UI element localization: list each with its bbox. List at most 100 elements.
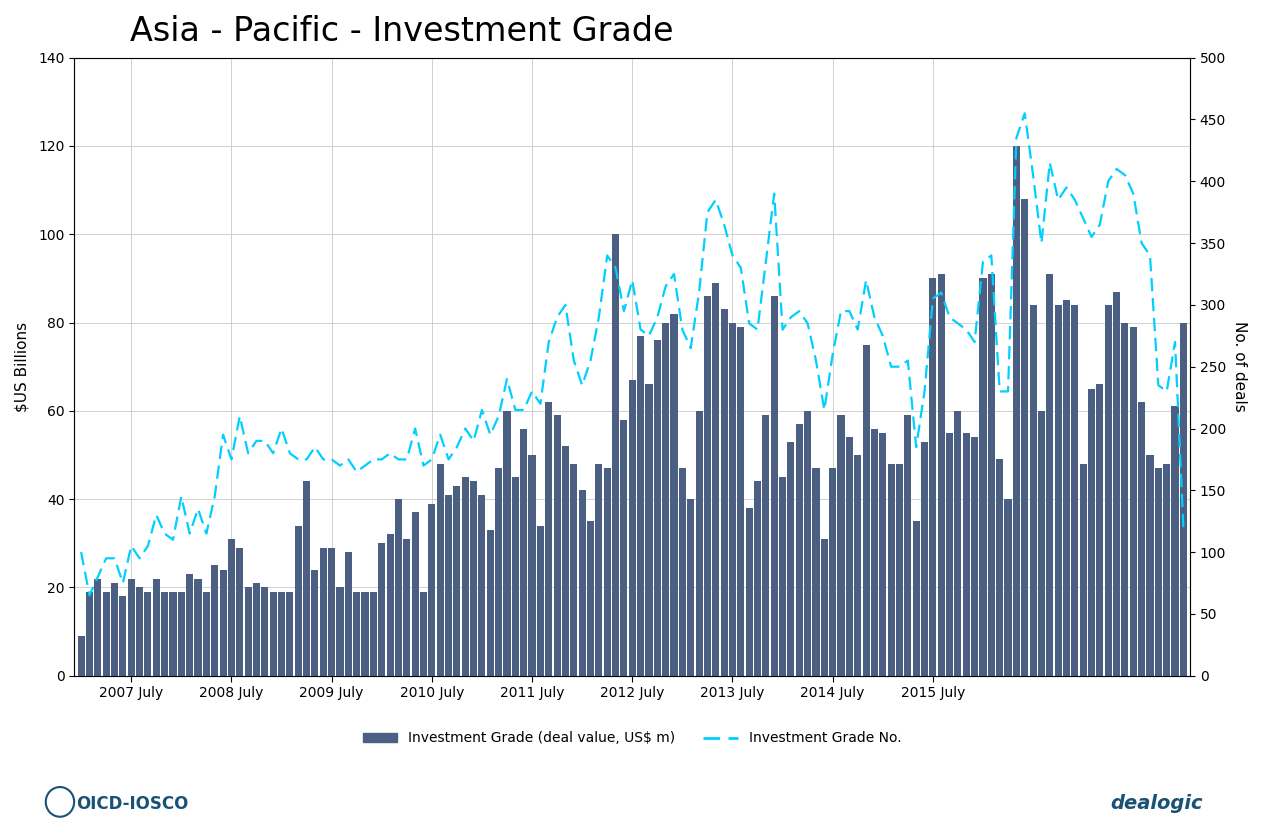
Bar [670, 314, 678, 676]
Bar [411, 512, 419, 676]
Bar [1138, 402, 1145, 676]
Bar [963, 433, 969, 676]
Bar [220, 570, 227, 676]
Bar [753, 482, 761, 676]
Bar [846, 437, 853, 676]
Bar [211, 565, 218, 676]
Bar [386, 535, 394, 676]
Bar [1122, 323, 1128, 676]
Bar [153, 578, 160, 676]
Bar [1113, 292, 1121, 676]
Bar [988, 274, 994, 676]
Bar [938, 274, 945, 676]
Bar [687, 499, 694, 676]
Bar [236, 548, 244, 676]
Bar [120, 596, 126, 676]
Bar [779, 477, 786, 676]
Bar [562, 446, 569, 676]
Bar [771, 296, 777, 676]
Bar [679, 469, 687, 676]
Bar [295, 526, 302, 676]
Bar [178, 592, 184, 676]
Bar [1046, 274, 1054, 676]
Bar [905, 415, 911, 676]
Bar [1021, 199, 1029, 676]
Bar [529, 455, 535, 676]
Bar [970, 437, 978, 676]
Bar [954, 411, 962, 676]
Bar [570, 464, 577, 676]
Bar [1164, 464, 1170, 676]
Text: dealogic: dealogic [1111, 794, 1203, 813]
Bar [1063, 300, 1070, 676]
Bar [469, 482, 477, 676]
Bar [487, 530, 493, 676]
Bar [1037, 411, 1045, 676]
Bar [353, 592, 360, 676]
Bar [921, 441, 928, 676]
Bar [345, 552, 352, 676]
Y-axis label: $US Billions: $US Billions [15, 322, 30, 412]
Bar [929, 278, 936, 676]
Bar [887, 464, 895, 676]
Bar [838, 415, 844, 676]
Bar [162, 592, 168, 676]
Bar [1071, 305, 1079, 676]
Bar [144, 592, 151, 676]
Bar [637, 336, 644, 676]
Bar [512, 477, 519, 676]
Bar [804, 411, 811, 676]
Bar [370, 592, 377, 676]
Bar [979, 278, 987, 676]
Bar [420, 592, 427, 676]
Bar [1146, 455, 1153, 676]
Bar [111, 583, 119, 676]
Bar [628, 380, 636, 676]
Bar [404, 539, 410, 676]
Bar [95, 578, 101, 676]
Bar [428, 503, 435, 676]
Bar [762, 415, 770, 676]
Bar [395, 499, 403, 676]
Bar [337, 587, 343, 676]
Bar [645, 384, 652, 676]
Bar [495, 469, 502, 676]
Bar [712, 283, 719, 676]
Bar [545, 402, 553, 676]
Bar [319, 548, 327, 676]
Bar [194, 578, 202, 676]
Bar [1180, 323, 1188, 676]
Bar [829, 469, 837, 676]
Bar [854, 455, 861, 676]
Bar [621, 420, 627, 676]
Bar [478, 495, 486, 676]
Bar [245, 587, 251, 676]
Bar [361, 592, 369, 676]
Bar [86, 592, 93, 676]
Bar [228, 539, 235, 676]
Bar [312, 570, 318, 676]
Bar [820, 539, 828, 676]
Bar [746, 508, 752, 676]
Bar [1097, 384, 1103, 676]
Bar [1030, 305, 1036, 676]
Bar [379, 544, 385, 676]
Bar [1088, 389, 1095, 676]
Bar [862, 345, 870, 676]
Bar [186, 574, 193, 676]
Bar [453, 486, 461, 676]
Bar [946, 433, 953, 676]
Bar [1155, 469, 1162, 676]
Bar [520, 428, 528, 676]
Bar [136, 587, 143, 676]
Bar [729, 323, 736, 676]
Bar [612, 234, 620, 676]
Bar [880, 433, 886, 676]
Bar [102, 592, 110, 676]
Bar [1055, 305, 1061, 676]
Bar [1171, 407, 1179, 676]
Bar [1013, 146, 1020, 676]
Bar [303, 482, 310, 676]
Bar [536, 526, 544, 676]
Bar [462, 477, 468, 676]
